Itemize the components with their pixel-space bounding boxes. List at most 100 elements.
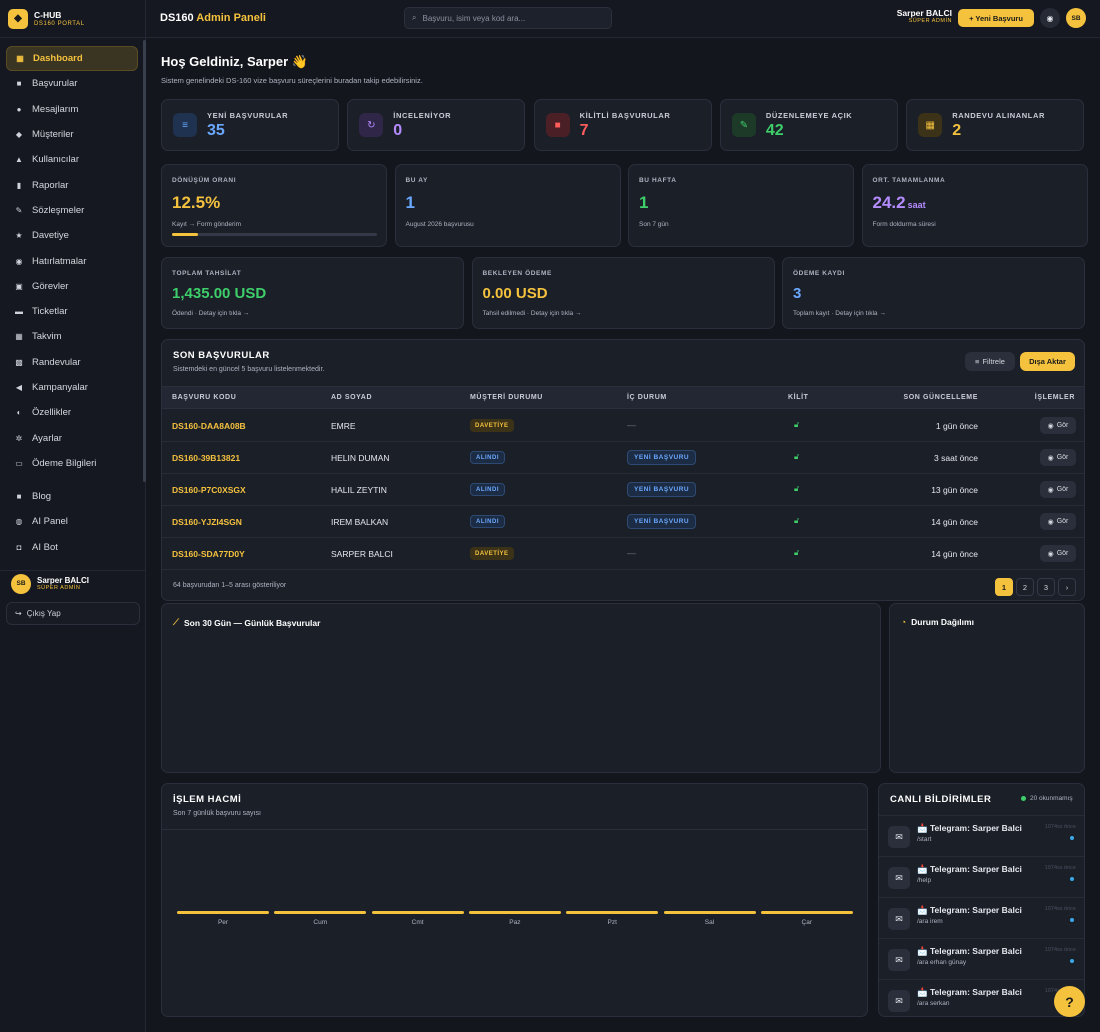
- view-label: Gör: [1056, 550, 1069, 557]
- unlock-icon[interactable]: 🔓︎: [794, 548, 800, 557]
- payment-card-toplam-tahsilat[interactable]: TOPLAM TAHSİLAT 1,435.00 USD Ödendi · Deta…: [161, 257, 464, 329]
- payment-card-odeme-kaydi[interactable]: ÖDEME KAYDI 3 Toplam kayıt · Detay için tı…: [782, 257, 1085, 329]
- stat-card-randevu-alinanlar[interactable]: ▦ RANDEVU ALINANLAR 2: [906, 99, 1085, 151]
- table-row[interactable]: DS160-SDA77D0Y SARPER BALCI DAVETİYE — 🔓︎ 14 …: [162, 538, 1084, 570]
- toggle-icon: ◐: [16, 408, 22, 418]
- sidebar-item-davetiye[interactable]: ★ Davetiye: [6, 223, 138, 248]
- sidebar-item-ozellikler[interactable]: ◐ Özellikler: [6, 400, 138, 425]
- sidebar-item-kullanicilar[interactable]: ▲ Kullanıcılar: [6, 147, 138, 172]
- unlock-icon[interactable]: 🔓︎: [794, 420, 800, 429]
- daily-chart-title-text: Son 30 Gün — Günlük Başvurular: [183, 617, 321, 628]
- view-button[interactable]: ◉ Gör: [1040, 513, 1076, 530]
- sidebar-item-raporlar[interactable]: ▮ Raporlar: [6, 172, 138, 197]
- applicant-name: IREM BALKAN: [331, 517, 389, 527]
- application-code[interactable]: DS160-DAA8A08B: [172, 421, 246, 431]
- view-button[interactable]: ◉ Gör: [1040, 481, 1076, 498]
- payment-subtitle: Tahsil edilmedi · Detay için tıkla →: [482, 310, 582, 317]
- sidebar-item-label: Müşteriler: [32, 129, 74, 141]
- sidebar-item-label: Hatırlatmalar: [32, 255, 87, 267]
- sidebar-item-takvim[interactable]: ▦ Takvim: [6, 324, 138, 349]
- stat-card-yeni-basvurular[interactable]: ≡ YENİ BAŞVURULAR 35: [161, 99, 339, 151]
- metric-card-bu-ay: BU AY 1 August 2026 başvurusu: [394, 164, 621, 247]
- view-button[interactable]: ◉ Gör: [1040, 545, 1076, 562]
- stat-value: 0: [393, 122, 403, 139]
- brand[interactable]: ◆ C-HUB DS160 PORTAL: [0, 0, 145, 38]
- sidebar-item-ai-panel[interactable]: ◍ AI Panel: [6, 509, 138, 534]
- stat-card-kilitli-basvurular[interactable]: ■ KİLİTLİ BAŞVURULAR 7: [533, 99, 712, 151]
- pie-chart-icon: ◔: [901, 617, 907, 627]
- stat-label: İNCELENİYOR: [393, 111, 452, 120]
- metric-card-donusum-orani: DÖNÜŞÜM ORANI 12.5% Kayıt → Form gönderim: [161, 164, 387, 247]
- unlock-icon[interactable]: 🔓︎: [794, 516, 800, 525]
- export-button[interactable]: Dışa Aktar: [1020, 352, 1075, 371]
- table-row[interactable]: DS160-YJZI4SGN IREM BALKAN ALINDI YENİ BAŞV…: [162, 506, 1084, 538]
- megaphone-icon: ◀: [15, 383, 23, 392]
- view-button[interactable]: ◉ Gör: [1040, 449, 1076, 466]
- payment-card-bekleyen-odeme[interactable]: BEKLEYEN ÖDEME 0.00 USD Tahsil edilmedi · …: [471, 257, 775, 329]
- sidebar-user[interactable]: SB Sarper BALCI SÜPER ADMİN: [0, 570, 146, 596]
- stat-card-inceleniyor[interactable]: ↻ İNCELENİYOR 0: [347, 99, 526, 151]
- application-code[interactable]: DS160-YJZI4SGN: [172, 517, 242, 527]
- eye-icon: ◉: [1047, 422, 1054, 430]
- application-code[interactable]: DS160-P7C0XSGX: [172, 485, 246, 495]
- customer-status-badge: DAVETİYE: [470, 547, 514, 560]
- next-page-button[interactable]: ›: [1058, 578, 1076, 596]
- sidebar-item-ai-bot[interactable]: ◘ AI Bot: [6, 535, 138, 560]
- volume-card: İŞLEM HACMİ Son 7 günlük başvuru sayısı …: [161, 783, 868, 1017]
- sidebar-item-label: Dashboard: [33, 53, 83, 65]
- shield-logo-icon: ◆: [8, 8, 28, 29]
- bar-car: [760, 911, 853, 914]
- unlock-icon[interactable]: 🔓︎: [794, 484, 800, 493]
- sidebar-item-blog[interactable]: ■ Blog: [6, 484, 138, 509]
- notification-title: 📩 Telegram: Sarper Balci: [917, 905, 1022, 915]
- new-application-button[interactable]: + Yeni Başvuru: [958, 9, 1034, 27]
- notification-item[interactable]: ✉ 📩 Telegram: Sarper Balci/ara irem 1074ss…: [879, 897, 1084, 938]
- metric-subtitle: Son 7 gün: [639, 221, 669, 228]
- help-button[interactable]: ?: [1054, 986, 1085, 1017]
- page-3-button[interactable]: 3: [1037, 578, 1055, 596]
- notifications-title: CANLI BİLDİRİMLER: [890, 794, 992, 805]
- sidebar-item-sozlesmeler[interactable]: ✎ Sözleşmeler: [6, 198, 138, 223]
- page-1-button[interactable]: 1: [995, 578, 1013, 596]
- sidebar-item-musteriler[interactable]: ◆ Müşteriler: [6, 122, 138, 147]
- view-button[interactable]: ◉ Gör: [1040, 417, 1076, 434]
- notification-title: 📩 Telegram: Sarper Balci: [917, 864, 1022, 874]
- sidebar-item-odeme-bilgileri[interactable]: ▭ Ödeme Bilgileri: [6, 451, 138, 476]
- sidebar-scrollbar[interactable]: [143, 40, 146, 482]
- customer-status-badge: ALINDI: [470, 483, 505, 496]
- sidebar-item-basvurular[interactable]: ■ Başvurular: [6, 71, 138, 96]
- notification-item[interactable]: ✉ 📩 Telegram: Sarper Balci/help 1074ss önc…: [879, 856, 1084, 897]
- sidebar-item-ticketlar[interactable]: ▬ Ticketlar: [6, 299, 138, 324]
- sidebar-item-ayarlar[interactable]: ✲ Ayarlar: [6, 425, 138, 450]
- table-row[interactable]: DS160-P7C0XSGX HALIL ZEYTIN ALINDI YENİ BAŞ…: [162, 474, 1084, 506]
- table-row[interactable]: DS160-DAA8A08B EMRE DAVETİYE — 🔓︎ 1 gün önce ◉…: [162, 410, 1084, 442]
- filter-button[interactable]: ≡ Filtrele: [965, 352, 1015, 371]
- page-2-button[interactable]: 2: [1016, 578, 1034, 596]
- application-code[interactable]: DS160-39B13821: [172, 453, 241, 463]
- filter-icon: ≡: [975, 357, 980, 366]
- notification-item[interactable]: ✉ 📩 Telegram: Sarper Balci/start 1074ss ön…: [879, 815, 1084, 856]
- search-input[interactable]: ⌕ Başvuru, isim veya kod ara...: [404, 7, 612, 29]
- brand-title: C-HUB: [34, 9, 62, 20]
- view-label: Gör: [1056, 454, 1069, 461]
- header-avatar[interactable]: SB: [1066, 8, 1086, 28]
- application-code[interactable]: DS160-SDA77D0Y: [172, 549, 245, 559]
- sidebar-item-randevular[interactable]: ▩ Randevular: [6, 350, 138, 375]
- sidebar-item-gorevler[interactable]: ▣ Görevler: [6, 274, 138, 299]
- stat-card-duzenlemeye-acik[interactable]: ✎ DÜZENLEMEYE AÇIK 42: [719, 99, 898, 151]
- sidebar-item-dashboard[interactable]: ▦ Dashboard: [6, 46, 138, 72]
- bell-icon[interactable]: ◉: [1040, 8, 1060, 28]
- sidebar-item-mesajlarim[interactable]: ● Mesajlarım: [6, 97, 138, 122]
- unlock-icon[interactable]: 🔓︎: [794, 452, 800, 461]
- table-row[interactable]: DS160-39B13821 HELIN DUMAN ALINDI YENİ BAŞV…: [162, 442, 1084, 474]
- logout-button[interactable]: ↪ Çıkış Yap: [6, 602, 140, 625]
- ticket-icon: ▬: [15, 307, 23, 317]
- notification-item[interactable]: ✉ 📩 Telegram: Sarper Balci/ara erhan güna…: [879, 938, 1084, 979]
- daily-chart-title: ⟋ Son 30 Gün — Günlük Başvurular: [173, 617, 320, 628]
- stat-label: KİLİTLİ BAŞVURULAR: [579, 111, 671, 120]
- user-name: Sarper BALCI: [37, 576, 90, 585]
- sidebar-item-kampanyalar[interactable]: ◀ Kampanyalar: [6, 375, 138, 400]
- bar-cmt: [371, 911, 464, 914]
- sidebar-item-hatirlatmalar[interactable]: ◉ Hatırlatmalar: [6, 248, 138, 273]
- notification-message: /ara irem: [917, 918, 943, 925]
